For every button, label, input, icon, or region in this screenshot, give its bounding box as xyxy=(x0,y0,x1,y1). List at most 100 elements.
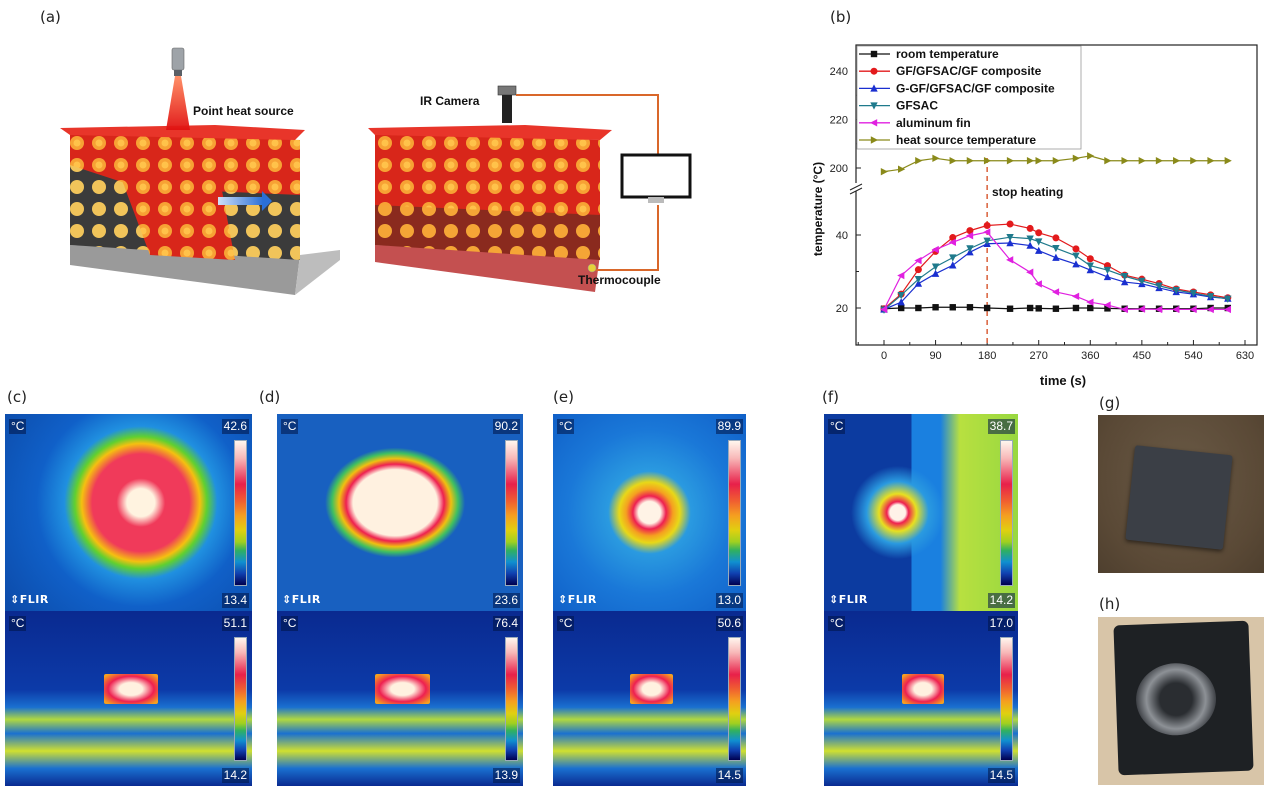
thermal-image-c-top: °C 42.6 13.4 ⇕FLIR xyxy=(5,414,252,611)
series-gfsac xyxy=(880,233,1232,314)
x-tick-label: 450 xyxy=(1133,350,1151,362)
data-point xyxy=(897,298,905,306)
thermal-image-d-top: °C 90.2 23.6 ⇕FLIR xyxy=(277,414,523,611)
data-point xyxy=(880,305,888,314)
y-tick-label: 220 xyxy=(830,115,848,127)
data-point xyxy=(983,304,991,312)
unit-label: °C xyxy=(9,419,27,434)
color-scale-bar xyxy=(1000,637,1013,761)
legend-box xyxy=(856,45,1082,150)
thermocouple-point-icon xyxy=(587,263,597,273)
point-heat-source-icon xyxy=(166,47,190,130)
data-point xyxy=(1086,298,1094,306)
data-point xyxy=(1035,246,1043,254)
color-scale-bar xyxy=(505,637,518,761)
data-point xyxy=(932,154,940,162)
min-temp-label: 14.2 xyxy=(221,768,249,783)
data-point xyxy=(1137,305,1146,313)
legend-label: GFSAC xyxy=(896,99,938,113)
data-point xyxy=(1026,241,1034,249)
flir-arrows-icon: ⇕ xyxy=(282,593,292,606)
data-point xyxy=(1224,157,1232,165)
series-aluminum-fin xyxy=(880,228,1232,314)
sample-photo-after xyxy=(1098,617,1264,785)
data-point xyxy=(1006,233,1014,242)
data-point xyxy=(1206,293,1215,301)
data-point xyxy=(966,245,974,253)
x-tick-label: 360 xyxy=(1081,350,1099,362)
min-temp-label: 14.5 xyxy=(987,768,1015,783)
data-point xyxy=(1104,305,1111,312)
monitor-icon xyxy=(620,153,692,203)
thermal-image-e-top: °C 89.9 13.0 ⇕FLIR xyxy=(553,414,746,611)
panel-label-d: (d) xyxy=(259,388,281,406)
data-point xyxy=(870,50,878,58)
x-axis-label: time (s) xyxy=(1040,373,1086,388)
legend-item: GFSAC xyxy=(859,99,938,113)
data-point xyxy=(1026,157,1035,165)
unit-label: °C xyxy=(828,616,846,631)
legend-label: aluminum fin xyxy=(896,116,971,130)
x-tick-label: 630 xyxy=(1236,350,1254,362)
unit-label: °C xyxy=(281,419,299,434)
flir-logo: ⇕FLIR xyxy=(829,593,868,606)
data-point xyxy=(897,165,906,173)
data-point xyxy=(1072,304,1080,312)
sample-photo-before xyxy=(1098,415,1264,573)
max-temp-label: 17.0 xyxy=(987,616,1015,631)
data-point xyxy=(1103,266,1112,275)
legend-item: room temperature xyxy=(859,47,999,61)
data-point xyxy=(915,304,922,312)
panel-label-g: (g) xyxy=(1099,394,1121,412)
stop-heating-annotation: stop heating xyxy=(992,185,1063,199)
legend-label: room temperature xyxy=(896,47,999,61)
thermocouple-wire xyxy=(593,205,659,271)
foam-block-heating xyxy=(60,125,340,295)
data-point xyxy=(1052,157,1060,165)
color-scale-bar xyxy=(234,637,247,761)
data-point xyxy=(1052,234,1060,242)
data-point xyxy=(949,261,957,269)
data-point xyxy=(931,263,940,271)
data-point xyxy=(1121,157,1129,165)
panel-label-f: (f) xyxy=(822,388,839,406)
sample-block xyxy=(1125,445,1233,550)
data-point xyxy=(915,157,923,165)
data-point xyxy=(1172,305,1180,314)
color-scale-bar xyxy=(728,440,741,586)
data-point xyxy=(949,304,956,311)
flir-arrows-icon: ⇕ xyxy=(558,593,568,606)
x-tick-label: 90 xyxy=(929,350,941,362)
sample-side-hotspot xyxy=(103,674,159,704)
data-point xyxy=(1120,305,1128,314)
data-point xyxy=(931,245,939,254)
data-point xyxy=(870,119,878,127)
data-point xyxy=(1072,154,1080,162)
data-point xyxy=(983,237,991,245)
data-point xyxy=(1103,301,1111,309)
series-gf-gfsac-gf-composite xyxy=(880,220,1232,313)
data-point xyxy=(1052,305,1060,312)
unit-label: °C xyxy=(557,419,575,434)
legend-label: G-GF/GFSAC/GF composite xyxy=(896,81,1055,95)
data-point xyxy=(1072,252,1080,260)
unit-label: °C xyxy=(9,616,27,631)
data-point xyxy=(965,232,974,240)
data-point xyxy=(1104,157,1112,165)
axis-break-mark xyxy=(849,183,863,191)
color-scale-bar xyxy=(1000,440,1013,586)
max-temp-label: 42.6 xyxy=(221,419,249,434)
data-point xyxy=(949,157,957,165)
data-point xyxy=(897,304,905,312)
data-point xyxy=(1051,288,1060,296)
data-point xyxy=(932,304,939,311)
data-point xyxy=(1026,268,1034,276)
data-point xyxy=(1189,289,1198,298)
data-point xyxy=(1172,286,1180,295)
flir-logo: ⇕FLIR xyxy=(558,593,597,606)
experiment-schematic: Point heat source IR Camera Thermocouple xyxy=(60,47,692,295)
data-point xyxy=(1086,262,1094,270)
data-point xyxy=(1138,157,1146,165)
max-temp-label: 50.6 xyxy=(715,616,743,631)
unit-label: °C xyxy=(828,419,846,434)
